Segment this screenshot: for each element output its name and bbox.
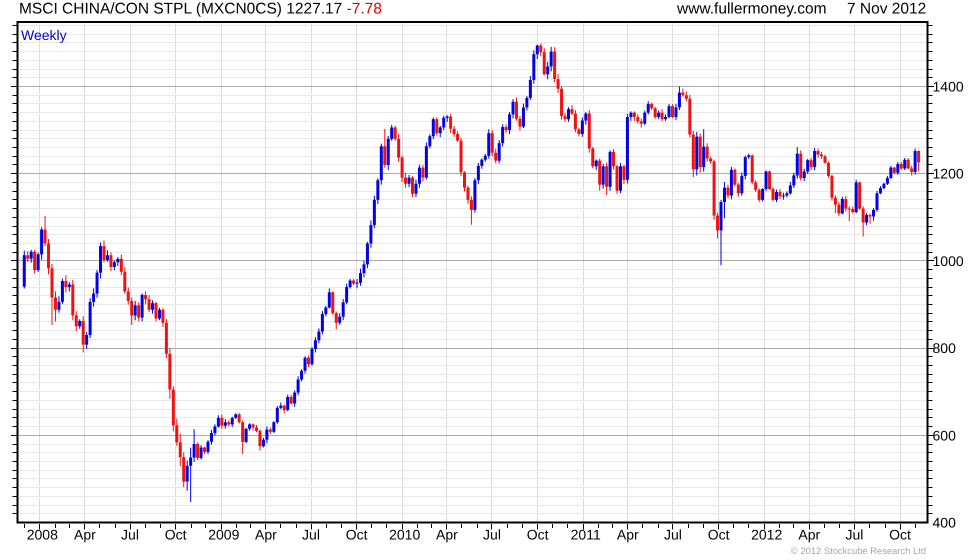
svg-text:2009: 2009	[208, 527, 239, 543]
svg-text:Oct: Oct	[346, 527, 368, 543]
svg-text:Apr: Apr	[798, 527, 820, 543]
svg-text:2010: 2010	[389, 527, 420, 543]
svg-text:Apr: Apr	[255, 527, 277, 543]
svg-text:7 Nov 2012: 7 Nov 2012	[847, 1, 926, 18]
svg-text:www.fullermoney.com: www.fullermoney.com	[676, 1, 827, 18]
svg-text:1400: 1400	[933, 79, 964, 95]
svg-text:1000: 1000	[933, 253, 964, 269]
svg-text:Apr: Apr	[74, 527, 96, 543]
svg-text:2008: 2008	[27, 527, 58, 543]
svg-text:Apr: Apr	[436, 527, 458, 543]
svg-text:© 2012 Stockcube Research Ltd: © 2012 Stockcube Research Ltd	[791, 545, 926, 556]
svg-text:Jul: Jul	[483, 527, 501, 543]
svg-text:Oct: Oct	[889, 527, 911, 543]
svg-text:1200: 1200	[933, 166, 964, 182]
svg-text:Apr: Apr	[617, 527, 639, 543]
svg-text:Jul: Jul	[121, 527, 139, 543]
svg-text:Weekly: Weekly	[21, 27, 67, 43]
svg-text:MSCI CHINA/CON STPL (MXCN0CS): MSCI CHINA/CON STPL (MXCN0CS) 1227.17 -7…	[19, 1, 382, 18]
svg-text:Oct: Oct	[165, 527, 187, 543]
svg-text:Jul: Jul	[302, 527, 320, 543]
svg-text:400: 400	[933, 515, 957, 531]
svg-text:600: 600	[933, 427, 957, 443]
svg-text:Jul: Jul	[664, 527, 682, 543]
svg-text:Oct: Oct	[708, 527, 730, 543]
svg-text:2011: 2011	[571, 527, 601, 543]
svg-text:800: 800	[933, 340, 957, 356]
svg-text:Oct: Oct	[527, 527, 549, 543]
svg-text:2012: 2012	[751, 527, 782, 543]
svg-text:Jul: Jul	[845, 527, 863, 543]
